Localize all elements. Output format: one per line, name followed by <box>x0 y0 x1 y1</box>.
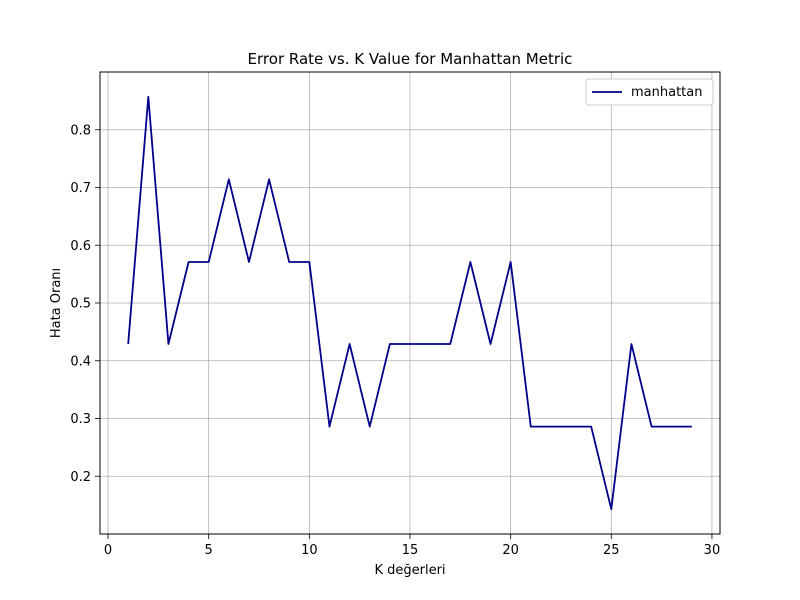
series-line-manhattan <box>127 95 692 511</box>
legend: manhattan <box>585 78 714 106</box>
legend-box <box>585 78 714 106</box>
y-tick-label: 0.6 <box>70 239 91 254</box>
y-tick-label: 0.3 <box>70 412 91 427</box>
x-tick-label: 5 <box>205 543 213 558</box>
y-tick-label: 0.7 <box>70 181 91 196</box>
grid <box>100 72 720 534</box>
x-tick-label: 25 <box>603 543 620 558</box>
x-tick-label: 30 <box>704 543 721 558</box>
y-tick-label: 0.5 <box>70 297 91 312</box>
x-tick-label: 10 <box>301 543 318 558</box>
series-layer <box>127 95 692 511</box>
legend-label: manhattan <box>631 85 702 100</box>
y-axis: 0.2 0.3 0.4 0.5 0.6 0.7 0.8 <box>70 123 100 485</box>
x-tick-label: 15 <box>402 543 419 558</box>
y-tick-label: 0.2 <box>70 470 91 485</box>
x-tick-label: 0 <box>104 543 112 558</box>
y-tick-label: 0.4 <box>70 354 91 369</box>
x-axis-label: K değerleri <box>374 563 445 578</box>
y-axis-label: Hata Oranı <box>49 268 64 338</box>
y-tick-label: 0.8 <box>70 123 91 138</box>
x-tick-label: 20 <box>502 543 519 558</box>
x-axis: 0 5 10 15 20 25 30 <box>104 534 720 558</box>
chart-title: Error Rate vs. K Value for Manhattan Met… <box>248 50 573 68</box>
